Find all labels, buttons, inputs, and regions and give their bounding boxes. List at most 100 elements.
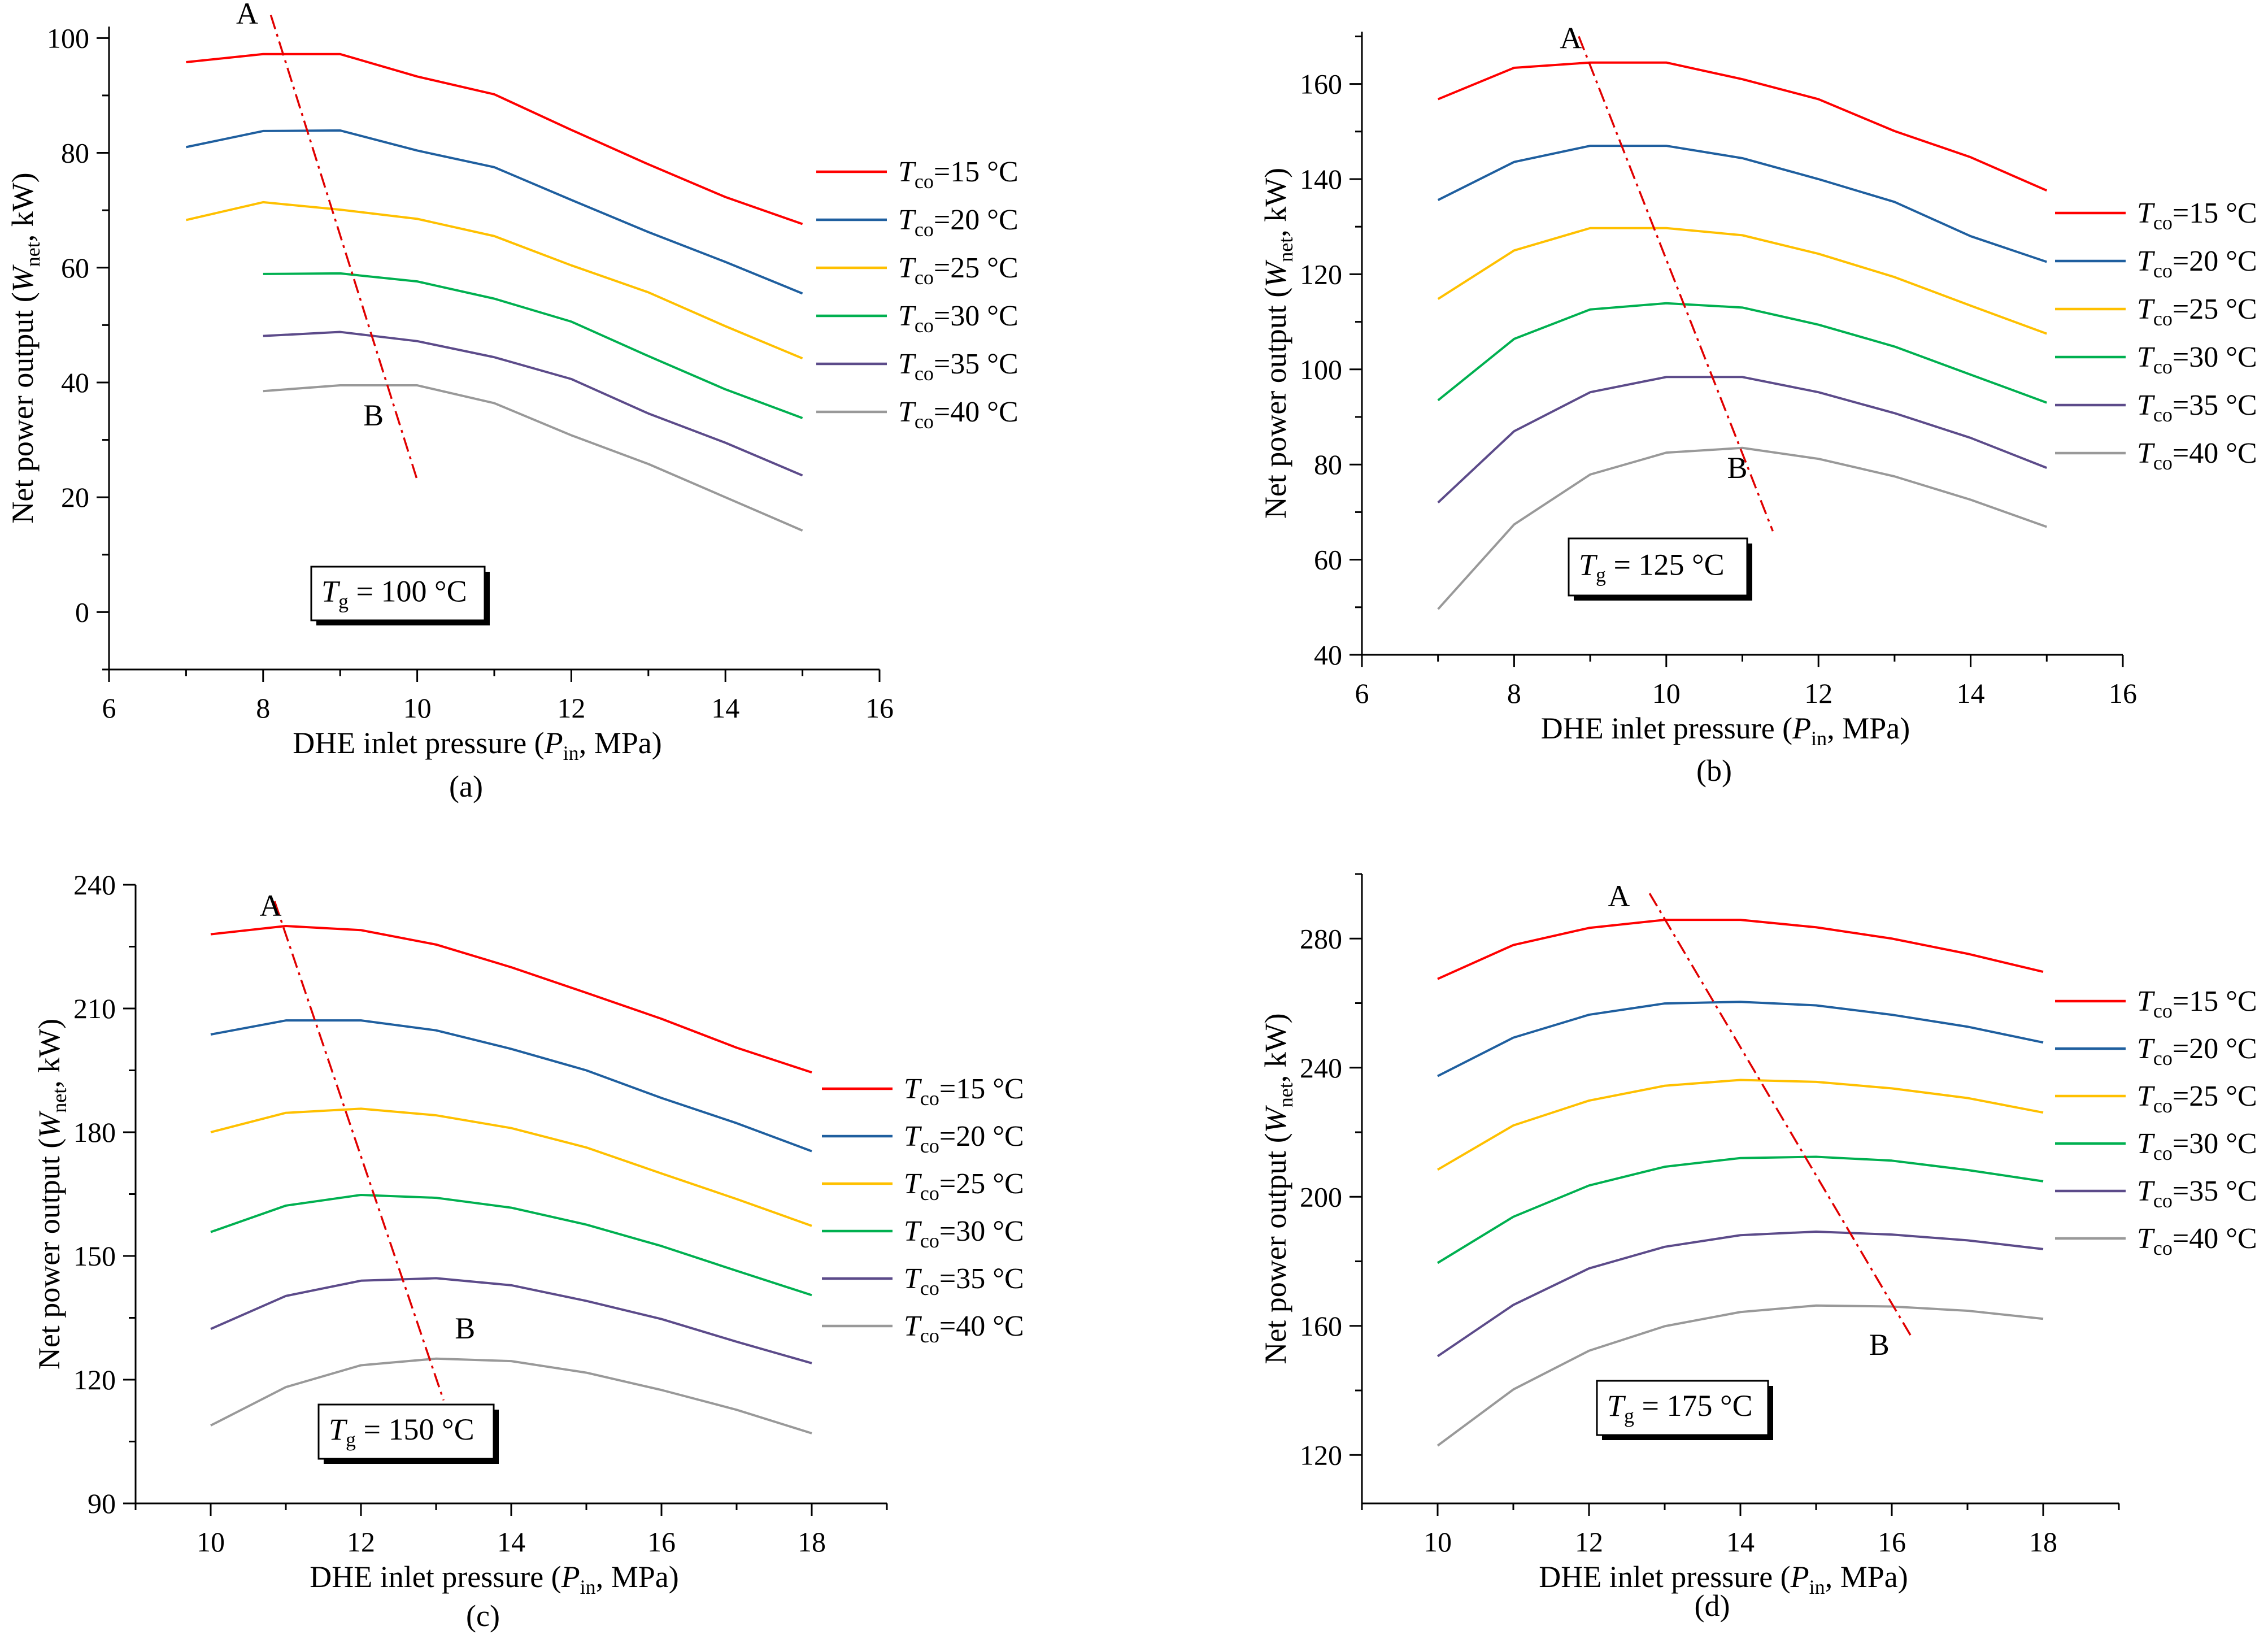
x-tick-label: 16 [647,1526,676,1558]
y-tick-label: 240 [73,869,116,901]
x-tick-label: 12 [1575,1526,1603,1558]
x-tick-label: 10 [1652,677,1681,709]
series-line-6 [211,1359,812,1433]
figure: 6 8 10 12 14 16020406080100DHE inlet pressure… [0,0,2268,1652]
legend-entry: Tco=35 °C [904,1263,1024,1299]
legend-entry: Tco=25 °C [2137,1080,2257,1117]
trend-line-a-b [1649,893,1910,1336]
trend-line-a-b [275,901,443,1400]
y-tick-label: 210 [73,993,116,1024]
x-tick-label: 16 [1878,1526,1906,1558]
x-tick-label: 12 [1804,677,1832,709]
legend-entry: Tco=25 °C [2137,293,2257,330]
legend-entry: Tco=20 °C [2137,1033,2257,1070]
series-line-4 [211,1195,812,1295]
x-tick-label: 6 [1355,677,1369,709]
annotation-a: A [1608,879,1630,913]
chart-panel-d: 10 12 14 16 18 120 160 200 240 280 DHE inlet press… [1259,874,2257,1623]
legend-entry: Tco=35 °C [2137,1175,2257,1212]
legend-entry: Tco=20 °C [2137,245,2257,282]
legend: Tco=15 °C Tco=20 °C Tco=25 °C Tco=30 °C Tco=… [816,156,1018,433]
legend: Tco=15 °C Tco=20 °C Tco=25 °C Tco=30 °C Tco=… [2055,197,2257,474]
series-line-2 [1438,146,2047,262]
y-tick-label: 150 [73,1240,116,1272]
x-tick-label: 18 [2029,1526,2057,1558]
legend-entry: Tco=20 °C [898,204,1018,241]
annotation-a: A [1560,21,1582,55]
x-tick-label: 12 [347,1526,375,1558]
chart-panel-b: 6 8 10 12 14 16 40 60 80 100 120 140 160 DHE inlet pr… [1259,21,2257,788]
y-tick-label: 160 [1300,68,1342,100]
trend-line-a-b [271,15,417,480]
legend-entry: Tco=30 °C [2137,1128,2257,1164]
x-axis-label: DHE inlet pressure (Pin, MPa) [293,726,661,764]
legend-entry: Tco=20 °C [904,1120,1024,1157]
legend-entry: Tco=25 °C [904,1168,1024,1205]
y-axis-label: Net power output (Wnet, kW) [6,172,44,523]
x-tick-label: 8 [1507,677,1521,709]
y-tick-label: 60 [1314,544,1342,576]
y-tick-label: 90 [88,1488,116,1519]
y-tick-label: 120 [1300,1439,1342,1471]
series-line-5 [263,332,803,476]
legend-entry: Tco=40 °C [2137,437,2257,474]
legend-entry: Tco=35 °C [898,348,1018,385]
series-line-4 [1438,303,2047,403]
y-tick-label: 60 [61,252,89,284]
x-tick-label: 8 [256,692,270,724]
legend-entry: Tco=30 °C [2137,341,2257,378]
panel-label: (d) [1695,1589,1730,1623]
y-tick-label: 120 [73,1364,116,1395]
series-line-1 [186,54,802,224]
series-line-6 [263,385,803,531]
y-tick-label: 120 [1300,258,1342,290]
y-axis-label: Net power output (Wnet, kW) [1259,168,1297,519]
series-line-3 [1438,228,2047,334]
annotation-b: B [455,1311,475,1345]
legend-entry: Tco=40 °C [904,1310,1024,1347]
y-axis-label: Net power output (Wnet, kW) [32,1019,71,1370]
annotation-b: B [1869,1328,1890,1362]
panel-label: (c) [466,1599,500,1633]
annotation-b: B [363,398,384,432]
legend-entry: Tco=40 °C [2137,1223,2257,1259]
series-line-2 [211,1020,812,1151]
y-tick-label: 80 [61,137,89,169]
legend-entry: Tco=15 °C [904,1073,1024,1110]
annotation-a: A [236,0,258,31]
x-tick-label: 10 [403,692,432,724]
x-tick-label: 16 [2109,677,2137,709]
legend-entry: Tco=25 °C [898,252,1018,289]
y-tick-label: 280 [1300,923,1342,954]
legend: Tco=15 °C Tco=20 °C Tco=25 °C Tco=30 °C Tco=… [2055,985,2257,1259]
x-tick-label: 14 [1726,1526,1755,1558]
legend-entry: Tco=35 °C [2137,389,2257,426]
series-line-2 [186,131,802,294]
legend: Tco=15 °C Tco=20 °C Tco=25 °C Tco=30 °C Tco=… [822,1073,1024,1347]
legend-entry: Tco=15 °C [898,156,1018,193]
y-tick-label: 160 [1300,1310,1342,1342]
legend-entry: Tco=30 °C [898,300,1018,337]
legend-entry: Tco=30 °C [904,1215,1024,1252]
y-tick-label: 40 [61,367,89,398]
y-tick-label: 0 [75,596,89,628]
x-tick-label: 6 [102,692,116,724]
x-tick-label: 18 [798,1526,826,1558]
legend-entry: Tco=15 °C [2137,197,2257,234]
y-tick-label: 140 [1300,163,1342,195]
y-tick-label: 40 [1314,639,1342,671]
series-line-1 [211,926,812,1072]
y-tick-label: 180 [73,1116,116,1148]
y-tick-label: 80 [1314,449,1342,480]
panel-label: (b) [1696,754,1732,788]
y-axis-label: Net power output (Wnet, kW) [1259,1013,1297,1364]
series-line-5 [1438,1232,2043,1357]
y-tick-label: 240 [1300,1052,1342,1084]
x-tick-label: 16 [865,692,894,724]
x-tick-label: 14 [1957,677,1985,709]
series-line-4 [263,273,803,418]
series-line-4 [1438,1157,2043,1263]
legend-entry: Tco=15 °C [2137,985,2257,1022]
series-line-1 [1438,63,2047,190]
series-line-3 [1438,1080,2043,1170]
